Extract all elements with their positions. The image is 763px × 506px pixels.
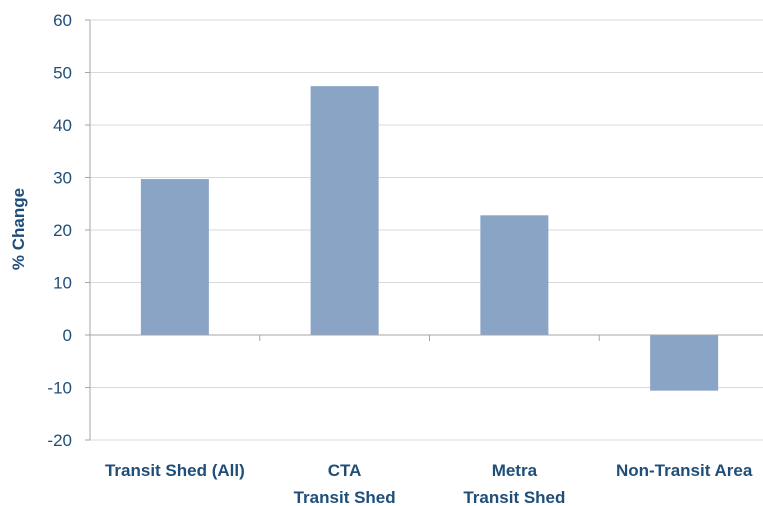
- y-tick-label: 30: [53, 169, 72, 188]
- axes: [85, 19, 763, 441]
- y-tick-label: 10: [53, 274, 72, 293]
- bar: [480, 215, 549, 335]
- y-tick-label: -20: [47, 431, 72, 450]
- y-tick-label: 40: [53, 116, 72, 135]
- x-category-labels: Transit Shed (All) CTA Transit Shed Metra Tr…: [105, 461, 753, 506]
- y-tick-label: -10: [47, 379, 72, 398]
- y-tick-label: 0: [63, 326, 72, 345]
- x-category-label: Metra: [492, 461, 538, 480]
- x-category-label: Transit Shed: [294, 488, 396, 506]
- bars: [140, 86, 719, 391]
- bar: [310, 86, 379, 336]
- y-tick-label: 20: [53, 221, 72, 240]
- x-category-label: CTA: [328, 461, 362, 480]
- y-tick-label: 60: [53, 11, 72, 30]
- x-category-label: Non-Transit Area: [616, 461, 753, 480]
- y-tick-labels: 60 50 40 30 20 10 0 -10 -20: [47, 11, 72, 450]
- x-category-label: Transit Shed: [463, 488, 565, 506]
- x-category-label: Transit Shed (All): [105, 461, 245, 480]
- bar: [650, 335, 719, 391]
- y-axis-title: % Change: [9, 188, 28, 270]
- bar: [140, 179, 209, 335]
- y-tick-label: 50: [53, 64, 72, 83]
